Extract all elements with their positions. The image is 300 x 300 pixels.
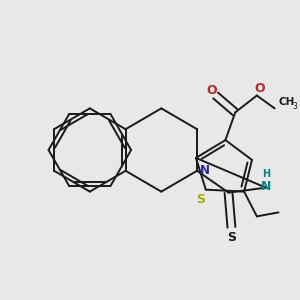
- Text: H: H: [262, 169, 270, 179]
- Text: O: O: [206, 84, 217, 97]
- Text: O: O: [254, 82, 265, 95]
- Text: S: S: [227, 231, 236, 244]
- Text: CH: CH: [278, 98, 295, 107]
- Text: N: N: [261, 180, 271, 193]
- Text: S: S: [196, 193, 206, 206]
- Text: N: N: [200, 164, 210, 177]
- Text: 3: 3: [292, 102, 297, 111]
